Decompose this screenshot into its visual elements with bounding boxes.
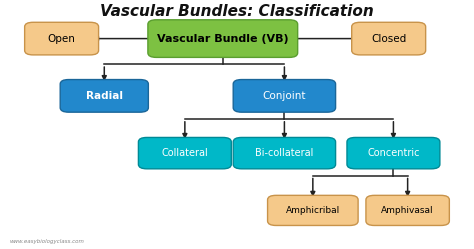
- FancyBboxPatch shape: [25, 22, 99, 55]
- Text: www.easybiologyclass.com: www.easybiologyclass.com: [9, 239, 84, 244]
- Text: Closed: Closed: [371, 34, 406, 44]
- FancyBboxPatch shape: [366, 195, 449, 226]
- FancyBboxPatch shape: [138, 137, 231, 169]
- Text: Collateral: Collateral: [162, 148, 208, 158]
- Text: Radial: Radial: [86, 91, 123, 101]
- Text: Conjoint: Conjoint: [263, 91, 306, 101]
- Text: Amphicribal: Amphicribal: [286, 206, 340, 215]
- FancyBboxPatch shape: [148, 20, 298, 58]
- FancyBboxPatch shape: [233, 137, 336, 169]
- Text: Concentric: Concentric: [367, 148, 419, 158]
- FancyBboxPatch shape: [352, 22, 426, 55]
- FancyBboxPatch shape: [233, 80, 336, 112]
- FancyBboxPatch shape: [60, 80, 148, 112]
- Text: Vascular Bundle (VB): Vascular Bundle (VB): [157, 34, 289, 44]
- Text: Bi-collateral: Bi-collateral: [255, 148, 314, 158]
- FancyBboxPatch shape: [267, 195, 358, 226]
- Text: Vascular Bundles: Classification: Vascular Bundles: Classification: [100, 4, 374, 19]
- FancyBboxPatch shape: [347, 137, 440, 169]
- Text: Open: Open: [48, 34, 75, 44]
- Text: Amphivasal: Amphivasal: [381, 206, 434, 215]
